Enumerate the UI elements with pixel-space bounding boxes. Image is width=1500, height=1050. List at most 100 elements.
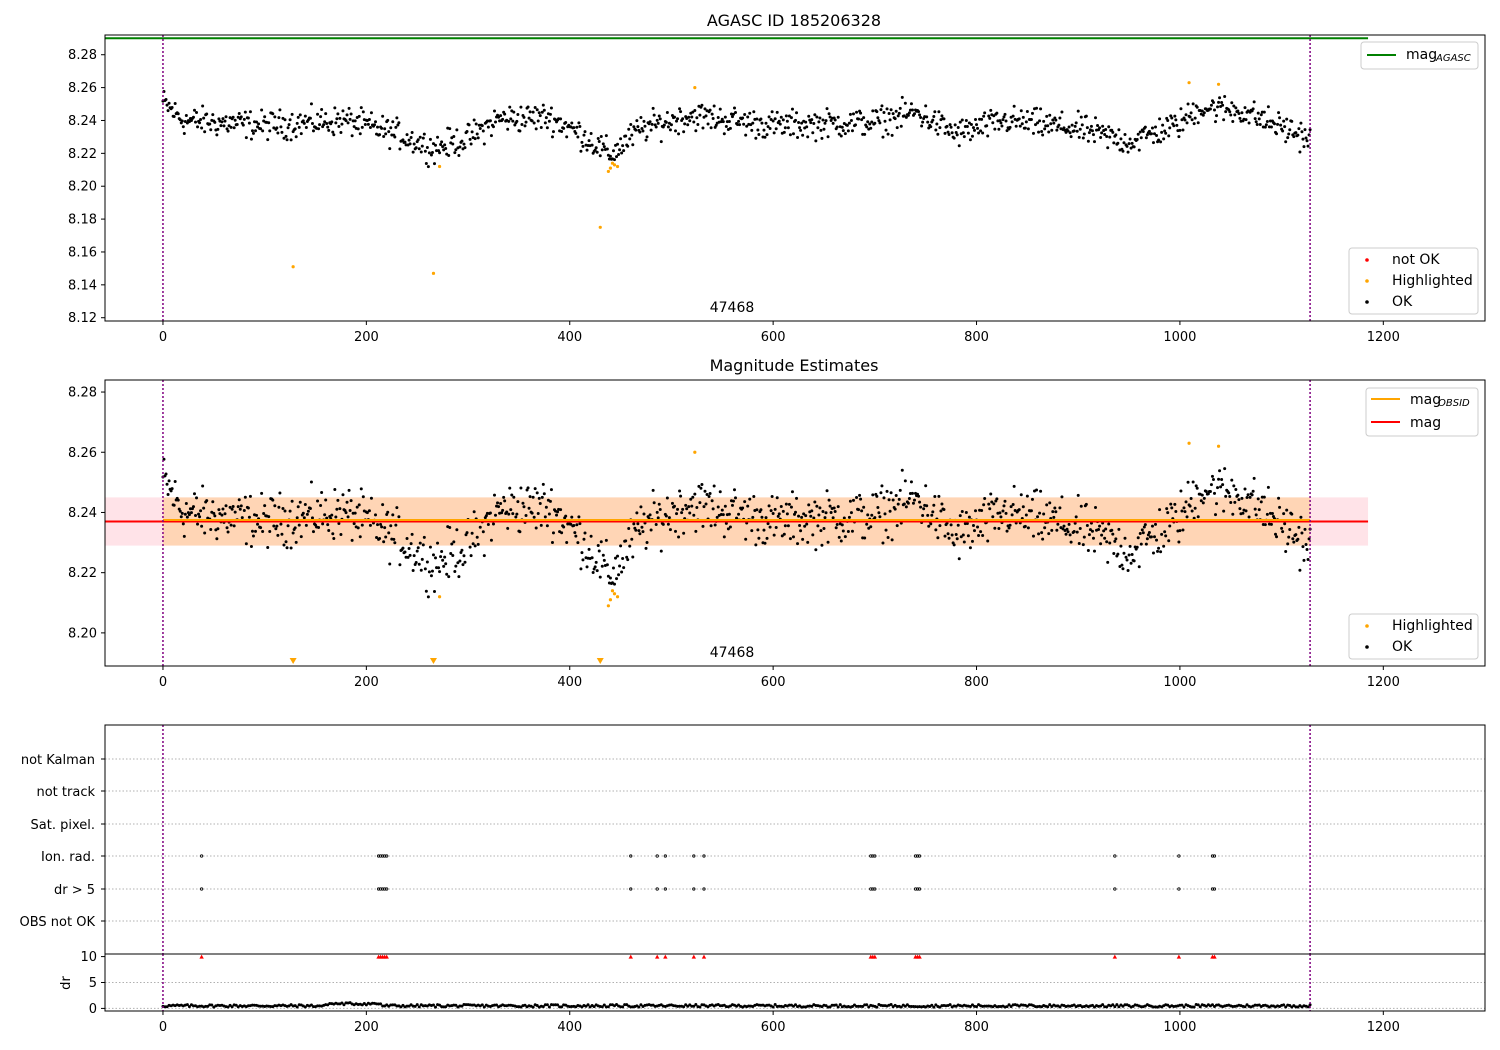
ok-point [919, 505, 923, 509]
ok-point [1004, 511, 1008, 515]
ok-point [589, 534, 593, 538]
ok-point [624, 539, 628, 543]
ok-point [659, 549, 663, 553]
ok-point [871, 493, 875, 497]
ok-point [1276, 122, 1280, 126]
ok-point [1254, 120, 1258, 124]
dr-point [586, 1003, 590, 1007]
ok-point [621, 556, 625, 560]
ok-point [692, 513, 696, 517]
ok-point [1019, 493, 1023, 497]
ok-point [722, 535, 726, 539]
ok-point [478, 127, 482, 131]
ion-rad-flag [1212, 854, 1217, 858]
ok-point [806, 135, 810, 139]
ion-rad-flag [917, 854, 922, 858]
ok-point [1222, 509, 1226, 513]
ok-point [1042, 119, 1046, 123]
ok-point [1041, 537, 1045, 541]
ok-point [1075, 530, 1079, 534]
ok-point [939, 509, 943, 513]
ok-point [887, 498, 891, 502]
ok-point [457, 575, 461, 579]
ok-point [933, 110, 937, 114]
dr-gt-5-flag [1177, 887, 1181, 891]
ok-point [330, 120, 334, 124]
ok-point [392, 537, 396, 541]
ok-point [839, 539, 843, 543]
dr-point [531, 1005, 535, 1009]
ok-point [752, 494, 756, 498]
ok-point [730, 115, 734, 119]
ok-point [380, 126, 384, 130]
p1-x-tick-label: 1200 [1367, 330, 1400, 345]
ok-point [416, 138, 420, 142]
ok-point [1279, 123, 1283, 127]
ok-point [1026, 526, 1030, 530]
ok-point [1017, 508, 1021, 512]
ok-point [344, 511, 348, 515]
ok-point [166, 109, 170, 113]
ok-point [608, 154, 612, 158]
dr-point [1180, 1003, 1184, 1007]
p4-x-tick-label: 600 [761, 1020, 786, 1035]
ok-point [422, 132, 426, 136]
ok-point [366, 122, 370, 126]
ok-point [612, 158, 616, 162]
ok-point [396, 123, 400, 127]
ok-point [488, 119, 492, 123]
ok-point [1252, 100, 1256, 104]
ok-point [1150, 524, 1154, 528]
ok-point [1021, 115, 1025, 119]
dr-gt-5-flag [702, 887, 706, 891]
ok-point [947, 536, 951, 540]
ok-point [989, 492, 993, 496]
ok-point [1111, 130, 1115, 134]
dr-point [226, 1005, 230, 1009]
ok-point [308, 116, 312, 120]
ok-point [250, 529, 254, 533]
ok-point [713, 523, 717, 527]
ok-point [455, 128, 459, 132]
ok-point [260, 108, 264, 112]
ok-point [349, 112, 353, 116]
ok-point [890, 538, 894, 542]
ok-point [1209, 103, 1213, 107]
ok-point [755, 508, 759, 512]
ok-point [224, 115, 228, 119]
ok-point [1094, 116, 1098, 120]
ok-point [966, 534, 970, 538]
ok-point [631, 143, 635, 147]
ok-point [1208, 490, 1212, 494]
ok-point [304, 523, 308, 527]
ok-point [178, 509, 182, 513]
ok-point [645, 541, 649, 545]
ok-point [511, 119, 515, 123]
ok-point [854, 123, 858, 127]
ok-point [403, 140, 407, 144]
ok-point [754, 136, 758, 140]
ok-point [819, 529, 823, 533]
ok-point [294, 135, 298, 139]
ok-point [773, 507, 777, 511]
ok-point [268, 529, 272, 533]
ok-point [1181, 128, 1185, 132]
ok-point [428, 137, 432, 141]
ok-point [291, 531, 295, 535]
ok-point [616, 554, 620, 558]
ok-point [810, 509, 814, 513]
ok-point [986, 539, 990, 543]
ok-point [1162, 137, 1166, 141]
ok-point [1167, 539, 1171, 543]
ok-point [420, 144, 424, 148]
ok-point [907, 111, 911, 115]
ok-point [632, 125, 636, 129]
ok-point [1299, 121, 1303, 125]
ok-point [1231, 119, 1235, 123]
ok-point [1078, 127, 1082, 131]
ok-point [876, 116, 880, 120]
dr-point [1115, 1003, 1119, 1007]
ok-point [764, 121, 768, 125]
ok-point [1011, 114, 1015, 118]
ok-point [912, 112, 916, 116]
